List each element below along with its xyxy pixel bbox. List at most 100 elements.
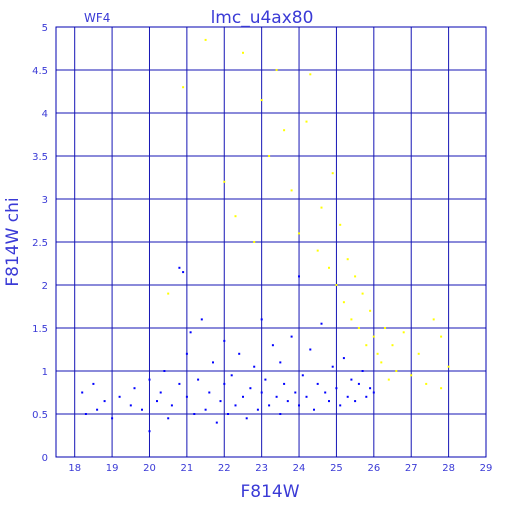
data-point xyxy=(118,395,121,398)
data-point xyxy=(264,378,267,381)
data-point xyxy=(335,284,338,286)
data-point xyxy=(260,99,263,102)
data-point xyxy=(324,391,327,394)
data-point xyxy=(182,86,185,89)
data-point xyxy=(189,331,192,334)
data-point xyxy=(320,206,323,209)
y-tick-label: 4.5 xyxy=(32,66,48,77)
data-point xyxy=(283,129,286,132)
x-axis-label: F814W xyxy=(240,482,299,502)
data-point xyxy=(163,370,166,372)
data-point xyxy=(96,408,99,411)
data-point xyxy=(260,391,263,394)
data-point xyxy=(159,391,162,394)
data-point xyxy=(335,387,338,390)
data-point xyxy=(320,322,323,325)
data-point xyxy=(328,266,330,269)
data-point xyxy=(129,404,132,407)
data-point xyxy=(342,357,345,360)
y-tick-labels: 0 0.5 1 1.5 2 2.5 3 3.5 4 4.5 5 xyxy=(32,23,48,464)
data-point xyxy=(111,417,114,420)
data-point xyxy=(316,382,319,385)
data-point xyxy=(238,352,241,355)
data-point xyxy=(185,395,188,398)
data-point xyxy=(313,408,315,411)
x-tick-label: 18 xyxy=(68,463,81,474)
data-point xyxy=(298,275,300,278)
x-tick-labels: 18 19 20 21 22 23 24 25 26 27 28 29 xyxy=(68,463,492,474)
data-point xyxy=(425,382,428,385)
x-tick-label: 20 xyxy=(143,463,156,474)
data-point xyxy=(339,223,342,226)
data-point xyxy=(253,365,256,368)
data-point xyxy=(279,361,282,364)
data-point xyxy=(230,374,233,377)
data-point xyxy=(301,374,304,377)
data-point xyxy=(380,361,383,364)
data-point xyxy=(369,309,372,312)
data-point xyxy=(271,344,274,347)
data-point xyxy=(200,318,203,321)
data-point xyxy=(305,395,308,398)
x-tick-label: 22 xyxy=(218,463,231,474)
x-tick-label: 19 xyxy=(106,463,119,474)
data-point xyxy=(342,301,345,304)
data-point xyxy=(354,400,357,403)
data-point xyxy=(256,408,259,411)
data-point xyxy=(249,387,252,390)
data-point xyxy=(234,404,237,407)
data-point xyxy=(309,73,312,76)
data-point xyxy=(234,215,237,218)
data-point xyxy=(440,387,443,390)
data-point xyxy=(193,413,196,415)
data-point xyxy=(283,382,286,385)
data-point xyxy=(346,395,349,398)
data-point xyxy=(286,400,289,403)
data-point xyxy=(178,266,181,269)
data-point xyxy=(268,155,271,157)
data-point xyxy=(410,374,413,377)
data-point xyxy=(417,352,420,355)
data-point xyxy=(227,413,229,415)
data-point xyxy=(219,400,222,403)
data-point xyxy=(81,391,84,394)
data-point xyxy=(223,180,226,183)
data-point xyxy=(167,417,170,420)
data-point xyxy=(178,382,181,385)
data-point xyxy=(365,344,368,347)
data-point xyxy=(290,335,293,338)
data-point xyxy=(309,348,312,351)
data-point xyxy=(331,172,334,175)
data-point xyxy=(197,378,200,381)
data-point xyxy=(361,292,364,295)
panel-label: WF4 xyxy=(84,11,110,25)
data-point xyxy=(212,361,214,364)
y-tick-label: 1.5 xyxy=(32,324,48,335)
y-tick-label: 0.5 xyxy=(32,410,48,421)
data-point xyxy=(395,370,398,372)
data-point xyxy=(354,275,357,278)
plot-frame xyxy=(55,26,487,458)
y-axis-label: F814W chi xyxy=(3,197,23,286)
data-point xyxy=(305,120,308,123)
data-point xyxy=(182,271,185,274)
y-tick-label: 5 xyxy=(42,23,48,34)
data-point xyxy=(350,318,353,321)
data-point xyxy=(350,378,353,381)
data-point xyxy=(357,382,360,385)
data-point xyxy=(167,292,170,295)
data-point xyxy=(242,51,244,54)
data-point xyxy=(170,404,173,407)
data-point xyxy=(372,335,375,338)
data-point xyxy=(141,408,143,411)
grid xyxy=(56,26,487,458)
data-point xyxy=(92,382,95,385)
data-point xyxy=(361,370,364,372)
data-point xyxy=(432,318,435,321)
data-point xyxy=(447,365,450,368)
data-point xyxy=(223,339,226,342)
y-tick-label: 3 xyxy=(42,195,48,206)
data-point xyxy=(268,404,271,407)
data-point xyxy=(365,395,368,398)
